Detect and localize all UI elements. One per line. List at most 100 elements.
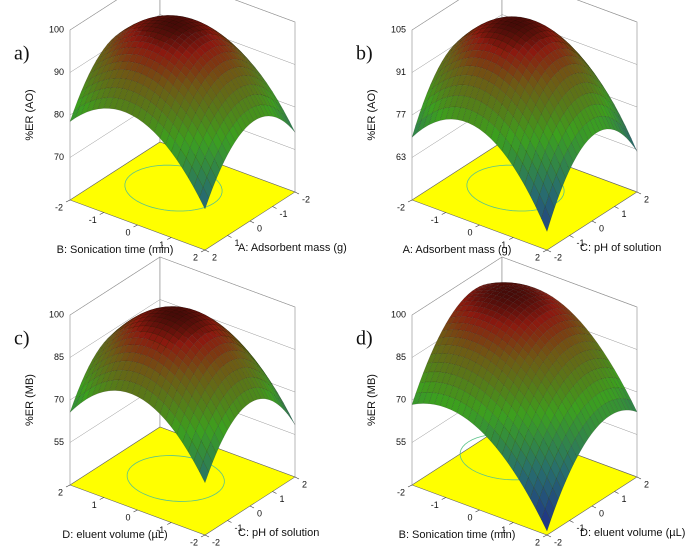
y-axis-label: D: eluent volume (µL): [580, 527, 685, 539]
y-tick-label: 1: [622, 209, 627, 219]
z-tick-label: 85: [396, 352, 406, 362]
z-axis-label: %ER (MB): [366, 374, 378, 426]
surface-cell: [612, 118, 623, 135]
panel: 55 70 85 100 -2 -1 0 1 2 -2 -1 0 1 2 d) %ER (MB) B: Soni…: [356, 256, 685, 547]
y-tick: [636, 476, 642, 480]
x-tick-label: 0: [125, 512, 130, 522]
y-tick: [294, 191, 300, 195]
panel-label: b): [356, 43, 373, 65]
y-tick-label: 1: [235, 238, 240, 248]
z-tick-label: 55: [396, 437, 406, 447]
z-tick-label: 100: [391, 309, 406, 319]
x-tick: [441, 497, 446, 500]
surface-cell: [210, 158, 221, 180]
y-tick: [636, 191, 642, 195]
surface-cell: [262, 104, 273, 117]
y-tick: [591, 505, 597, 509]
z-axis-label: %ER (AO): [366, 89, 378, 140]
x-axis-label: D: eluent volume (µL): [62, 529, 167, 541]
z-tick-label: 100: [49, 24, 64, 34]
y-axis-label: C: pH of solution: [238, 527, 319, 539]
surface-cell: [541, 206, 551, 232]
surface-cell: [608, 116, 619, 132]
y-tick-label: 2: [644, 194, 649, 204]
panel-label: d): [356, 328, 373, 350]
x-tick-label: 2: [193, 252, 198, 262]
y-tick: [569, 235, 574, 238]
y-tick-label: 0: [257, 223, 262, 233]
x-tick-label: -2: [190, 537, 198, 547]
surface-cell: [277, 110, 288, 125]
x-axis-label: A: Adsorbent mass (g): [403, 244, 512, 256]
surface-cell: [619, 124, 630, 142]
x-tick-label: -1: [89, 215, 97, 225]
y-tick-label: -2: [302, 194, 310, 204]
surface-cell: [541, 508, 551, 532]
surface-cell: [266, 105, 277, 118]
y-tick: [614, 491, 619, 494]
y-tick: [249, 220, 255, 224]
surface-cell: [259, 104, 269, 117]
surface-cell: [255, 105, 266, 118]
surface-cell: [589, 118, 600, 134]
y-tick-label: 2: [644, 479, 649, 489]
x-tick: [133, 224, 138, 228]
y-tick-label: 2: [302, 479, 307, 489]
x-tick-label: 1: [501, 240, 506, 250]
z-axis-label: %ER (MB): [24, 374, 36, 426]
floor-contour: [124, 164, 223, 212]
x-tick-label: -1: [431, 215, 439, 225]
y-tick-label: -1: [235, 523, 243, 533]
surface-cell: [202, 176, 213, 199]
x-tick-label: -2: [397, 487, 405, 497]
x-tick: [99, 497, 104, 500]
z-tick-label: 85: [54, 352, 64, 362]
x-tick-label: 2: [58, 487, 63, 497]
x-tick-label: 1: [92, 500, 97, 510]
surface-cell: [601, 116, 611, 130]
z-grid-line: [411, 0, 638, 31]
surface-cell: [221, 136, 232, 156]
x-tick: [407, 199, 413, 203]
x-tick: [509, 522, 514, 525]
z-tick-label: 70: [396, 394, 406, 404]
surface-cell: [247, 107, 258, 122]
y-tick: [294, 476, 300, 480]
surface-cell: [273, 107, 285, 122]
z-grid-line: [411, 14, 638, 73]
panel: 55 70 85 100 2 1 0 -1 -2 -2 -1 0 1 2 c) %ER (MB) D: elue…: [14, 256, 319, 547]
y-tick: [614, 206, 619, 209]
z-tick-label: 70: [54, 152, 64, 162]
x-tick: [167, 237, 172, 240]
y-tick-label: -1: [577, 238, 585, 248]
x-tick: [65, 484, 71, 488]
surface-cell: [240, 112, 251, 128]
z-axis-label: %ER (AO): [24, 89, 36, 140]
y-tick-label: 1: [622, 494, 627, 504]
z-tick-label: 80: [54, 109, 64, 119]
x-tick-label: 0: [125, 227, 130, 237]
x-tick: [509, 237, 514, 240]
z-grid-line: [69, 0, 296, 31]
x-tick: [65, 199, 71, 203]
surface-cell: [627, 133, 638, 152]
surface-cell: [567, 142, 578, 163]
y-tick: [272, 206, 277, 209]
y-tick: [272, 491, 277, 494]
y-tick-label: 0: [257, 508, 262, 518]
floor-contour: [126, 455, 225, 502]
x-tick-label: 1: [501, 525, 506, 535]
z-grid-line: [411, 256, 638, 316]
x-tick: [99, 212, 104, 215]
panel: 70 80 90 100 -2 -1 0 1 2 2 1 0 -1 -2 a) %ER (AO) B: Soni…: [14, 0, 347, 262]
x-tick-label: -1: [431, 500, 439, 510]
x-tick: [542, 249, 548, 253]
z-grid-line: [69, 299, 296, 358]
z-tick-label: 90: [54, 67, 64, 77]
y-tick-label: -1: [280, 209, 288, 219]
x-tick-label: 1: [159, 240, 164, 250]
z-tick-label: 100: [49, 309, 64, 319]
x-tick-label: -1: [156, 525, 164, 535]
x-tick: [441, 212, 446, 215]
